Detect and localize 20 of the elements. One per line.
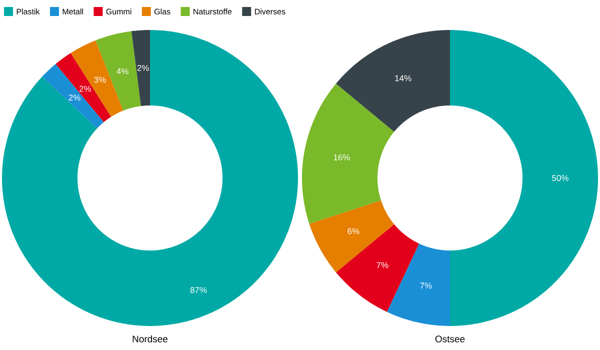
legend-label: Diverses bbox=[254, 8, 286, 14]
legend-label: Metall bbox=[62, 8, 83, 14]
data-label: 7% bbox=[376, 262, 388, 268]
data-label: 16% bbox=[334, 154, 350, 160]
data-label: 2% bbox=[79, 86, 92, 92]
text: Nordsee bbox=[132, 335, 168, 342]
data-label: 50% bbox=[552, 174, 568, 181]
text: Ostsee bbox=[435, 336, 465, 342]
data-label: 2% bbox=[137, 64, 149, 71]
data-label: 4% bbox=[116, 68, 128, 74]
data-label: 14% bbox=[395, 75, 412, 82]
data-label: 87% bbox=[190, 287, 207, 294]
legend-label: Naturstoffe bbox=[194, 8, 232, 14]
data-label: 2% bbox=[68, 94, 80, 101]
legend-label: Glas bbox=[154, 8, 170, 14]
data-label: 3% bbox=[94, 76, 106, 83]
legend-label: Gummi bbox=[106, 8, 132, 14]
legend-label: Plastik bbox=[16, 8, 40, 14]
data-label: 6% bbox=[348, 228, 360, 234]
data-label: 7% bbox=[420, 282, 432, 289]
